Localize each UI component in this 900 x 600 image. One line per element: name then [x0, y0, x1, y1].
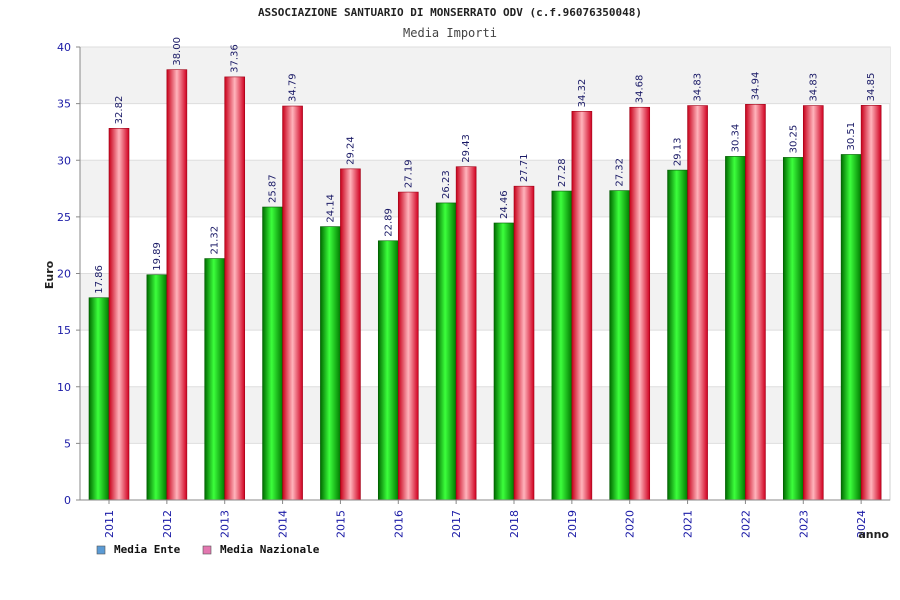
legend-swatch — [202, 545, 212, 555]
data-label-media-ente: 30.34 — [730, 124, 741, 153]
chart-title: ASSOCIAZIONE SANTUARIO DI MONSERRATO ODV… — [258, 6, 642, 19]
data-label-media-nazionale: 37.36 — [230, 44, 241, 73]
y-axis: 0 5 10 15 20 25 30 35 40 — [57, 41, 81, 507]
data-label-media-ente: 30.51 — [846, 122, 857, 151]
bar-media-nazionale — [745, 104, 766, 501]
bar-media-ente — [840, 154, 862, 501]
data-label-media-nazionale: 34.68 — [635, 75, 646, 104]
y-tick-label: 10 — [57, 381, 71, 394]
chart-subtitle: Media Importi — [403, 26, 497, 40]
x-tick-label: 2015 — [334, 510, 347, 538]
data-label-media-ente: 29.13 — [673, 137, 684, 166]
grid-band — [80, 47, 890, 104]
data-label-media-nazionale: 29.24 — [345, 136, 356, 165]
x-tick-label: 2016 — [392, 510, 405, 538]
data-label-media-nazionale: 29.43 — [461, 134, 472, 163]
bar-media-ente — [493, 222, 515, 501]
bar-media-ente — [377, 240, 399, 501]
x-tick-label: 2018 — [508, 510, 521, 538]
data-label-media-nazionale: 34.32 — [577, 79, 588, 108]
bar-media-ente — [320, 226, 341, 501]
x-tick-label: 2013 — [219, 510, 232, 538]
bar-media-ente — [204, 258, 226, 501]
bar-media-ente — [146, 274, 168, 501]
data-label-media-ente: 27.28 — [557, 158, 568, 187]
data-label-media-ente: 21.32 — [210, 226, 221, 255]
data-label-media-ente: 19.89 — [152, 242, 163, 271]
y-tick-label: 5 — [64, 437, 71, 450]
data-label-media-ente: 27.32 — [615, 158, 626, 187]
bar-media-ente — [782, 157, 804, 501]
data-label-media-ente: 24.46 — [499, 190, 510, 219]
data-label-media-nazionale: 38.00 — [172, 37, 183, 66]
bar-media-nazionale — [513, 185, 535, 501]
bar-media-nazionale — [860, 105, 882, 501]
bar-media-nazionale — [687, 105, 708, 501]
bar-media-ente — [88, 297, 110, 501]
legend-label: Media Nazionale — [220, 543, 320, 556]
legend-label: Media Ente — [114, 543, 181, 556]
data-label-media-nazionale: 34.83 — [693, 73, 704, 102]
bar-media-ente — [551, 190, 573, 501]
x-tick-label: 2020 — [624, 510, 637, 538]
grid-band — [80, 273, 890, 331]
data-label-media-nazionale: 34.83 — [808, 73, 819, 102]
x-tick-label: 2011 — [103, 510, 116, 538]
x-tick-label: 2014 — [277, 510, 290, 538]
data-label-media-nazionale: 34.79 — [288, 73, 299, 102]
data-label-media-ente: 25.87 — [268, 174, 279, 203]
y-axis-label: Euro — [43, 260, 56, 289]
data-label-media-nazionale: 34.94 — [750, 72, 761, 101]
bar-media-nazionale — [340, 168, 361, 501]
x-tick-label: 2012 — [161, 510, 174, 538]
bars: 17.86 32.82 19.89 38.00 21.32 37.36 25.87 34.79… — [88, 37, 882, 501]
x-tick-label: 2019 — [566, 510, 579, 538]
bar-media-nazionale — [282, 105, 303, 501]
bar-media-nazionale — [108, 128, 130, 501]
y-tick-label: 20 — [57, 268, 71, 281]
y-tick-label: 40 — [57, 41, 71, 54]
x-tick-label: 2024 — [855, 510, 868, 538]
x-axis: 2011 2012 2013 2014 2015 2016 2017 2018 2019 2020… — [80, 499, 890, 538]
data-label-media-ente: 24.14 — [325, 194, 336, 223]
bar-media-ente — [609, 190, 631, 501]
bar-media-ente — [667, 169, 688, 501]
bar-media-ente — [725, 156, 746, 501]
x-axis-label: anno — [858, 528, 889, 541]
data-label-media-ente: 22.89 — [383, 208, 394, 237]
data-label-media-ente: 17.86 — [94, 265, 105, 294]
y-tick-label: 30 — [57, 154, 71, 167]
x-tick-label: 2022 — [739, 510, 752, 538]
data-label-media-ente: 26.23 — [441, 170, 452, 199]
data-label-media-ente: 30.25 — [788, 125, 799, 154]
y-tick-label: 15 — [57, 324, 71, 337]
bar-media-nazionale — [224, 76, 246, 501]
data-label-media-nazionale: 27.19 — [403, 159, 414, 188]
y-tick-label: 25 — [57, 211, 71, 224]
legend-swatch — [96, 545, 106, 555]
bar-media-nazionale — [629, 106, 651, 501]
y-tick-label: 35 — [57, 98, 71, 111]
legend: Media Ente Media Nazionale — [96, 543, 320, 556]
grid-band — [80, 160, 890, 217]
y-tick-label: 0 — [64, 494, 71, 507]
x-tick-label: 2021 — [682, 510, 695, 538]
bar-media-nazionale — [455, 166, 477, 501]
bar-media-nazionale — [802, 105, 824, 501]
x-tick-label: 2017 — [450, 510, 463, 538]
data-label-media-nazionale: 32.82 — [114, 96, 125, 125]
x-tick-label: 2023 — [797, 510, 810, 538]
bar-media-nazionale — [571, 111, 593, 501]
grid-band — [80, 386, 890, 444]
bar-media-ente — [435, 202, 457, 501]
bar-media-nazionale — [397, 191, 419, 501]
bar-media-nazionale — [166, 69, 188, 501]
bar-media-ente — [262, 206, 283, 501]
data-label-media-nazionale: 27.71 — [519, 154, 530, 183]
data-label-media-nazionale: 34.85 — [866, 73, 877, 102]
